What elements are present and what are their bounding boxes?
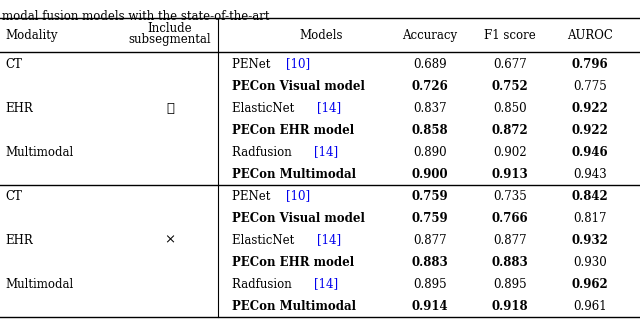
Text: PECon EHR model: PECon EHR model: [232, 124, 354, 137]
Text: EHR: EHR: [5, 101, 33, 114]
Text: F1 score: F1 score: [484, 29, 536, 42]
Text: 0.877: 0.877: [493, 233, 527, 246]
Text: Radfusion: Radfusion: [232, 145, 296, 158]
Text: EHR: EHR: [5, 233, 33, 246]
Text: PENet: PENet: [232, 189, 274, 202]
Text: 0.850: 0.850: [493, 101, 527, 114]
Text: 0.752: 0.752: [492, 80, 529, 93]
Text: ElasticNet: ElasticNet: [232, 101, 298, 114]
Text: Radfusion: Radfusion: [232, 277, 296, 290]
Text: 0.766: 0.766: [492, 212, 528, 225]
Text: 0.842: 0.842: [572, 189, 609, 202]
Text: [14]: [14]: [314, 277, 338, 290]
Text: modal fusion models with the state-of-the-art: modal fusion models with the state-of-th…: [2, 10, 269, 23]
Text: 0.895: 0.895: [493, 277, 527, 290]
Text: 0.900: 0.900: [412, 168, 448, 181]
Text: AUROC: AUROC: [567, 29, 613, 42]
Text: 0.689: 0.689: [413, 57, 447, 70]
Text: PECon Visual model: PECon Visual model: [232, 80, 365, 93]
Text: 0.890: 0.890: [413, 145, 447, 158]
Text: 0.735: 0.735: [493, 189, 527, 202]
Text: 0.895: 0.895: [413, 277, 447, 290]
Text: PECon EHR model: PECon EHR model: [232, 256, 354, 269]
Text: ElasticNet: ElasticNet: [232, 233, 298, 246]
Text: 0.922: 0.922: [572, 101, 609, 114]
Text: Multimodal: Multimodal: [5, 145, 73, 158]
Text: [14]: [14]: [317, 101, 341, 114]
Text: 0.877: 0.877: [413, 233, 447, 246]
Text: Multimodal: Multimodal: [5, 277, 73, 290]
Text: Include: Include: [148, 22, 192, 35]
Text: 0.930: 0.930: [573, 256, 607, 269]
Text: PENet: PENet: [232, 57, 274, 70]
Text: 0.837: 0.837: [413, 101, 447, 114]
Text: 0.759: 0.759: [412, 189, 448, 202]
Text: 0.726: 0.726: [412, 80, 449, 93]
Text: Accuracy: Accuracy: [403, 29, 458, 42]
Text: 0.922: 0.922: [572, 124, 609, 137]
Text: 0.913: 0.913: [492, 168, 529, 181]
Text: 0.872: 0.872: [492, 124, 529, 137]
Text: 0.961: 0.961: [573, 300, 607, 313]
Text: 0.677: 0.677: [493, 57, 527, 70]
Text: 0.946: 0.946: [572, 145, 608, 158]
Text: 0.918: 0.918: [492, 300, 528, 313]
Text: 0.883: 0.883: [412, 256, 449, 269]
Text: subsegmental: subsegmental: [129, 33, 211, 46]
Text: PECon Multimodal: PECon Multimodal: [232, 168, 356, 181]
Text: ✓: ✓: [166, 101, 174, 114]
Text: 0.796: 0.796: [572, 57, 608, 70]
Text: CT: CT: [5, 57, 22, 70]
Text: 0.775: 0.775: [573, 80, 607, 93]
Text: 0.914: 0.914: [412, 300, 448, 313]
Text: 0.759: 0.759: [412, 212, 448, 225]
Text: 0.858: 0.858: [412, 124, 448, 137]
Text: 0.932: 0.932: [572, 233, 609, 246]
Text: ×: ×: [164, 233, 175, 246]
Text: Modality: Modality: [5, 29, 58, 42]
Text: 0.817: 0.817: [573, 212, 607, 225]
Text: 0.962: 0.962: [572, 277, 609, 290]
Text: [10]: [10]: [286, 57, 310, 70]
Text: [14]: [14]: [317, 233, 341, 246]
Text: 0.902: 0.902: [493, 145, 527, 158]
Text: PECon Visual model: PECon Visual model: [232, 212, 365, 225]
Text: 0.943: 0.943: [573, 168, 607, 181]
Text: CT: CT: [5, 189, 22, 202]
Text: [10]: [10]: [286, 189, 310, 202]
Text: PECon Multimodal: PECon Multimodal: [232, 300, 356, 313]
Text: Models: Models: [300, 29, 343, 42]
Text: 0.883: 0.883: [492, 256, 529, 269]
Text: [14]: [14]: [314, 145, 338, 158]
